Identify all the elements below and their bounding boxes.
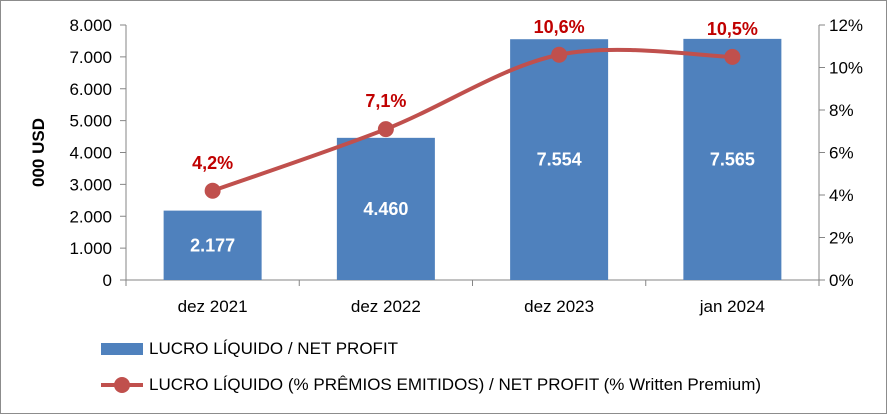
line-series-path [211, 47, 733, 193]
y-tick-label-left: 1.000 [69, 239, 112, 258]
bar-value-label: 4.460 [363, 199, 408, 219]
bar [336, 137, 435, 280]
bar-value-label: 2.177 [190, 235, 235, 255]
y-tick-label-left: 6.000 [69, 80, 112, 99]
line-point [204, 182, 221, 199]
line-value-label: 10,5% [707, 19, 758, 39]
y-tick-label-right: 12% [829, 16, 863, 35]
y-tick-label-left: 7.000 [69, 48, 112, 67]
bar-value-label: 7.554 [537, 150, 582, 170]
y-tick-label-left: 5.000 [69, 112, 112, 131]
bar [683, 38, 782, 280]
legend-bar-label: LUCRO LÍQUIDO / NET PROFIT [149, 339, 399, 358]
line-point [377, 121, 394, 138]
y-tick-label-right: 8% [829, 101, 854, 120]
x-tick-label: dez 2022 [351, 297, 421, 316]
x-tick-label: dez 2023 [524, 297, 594, 316]
y-tick-label-left: 2.000 [69, 207, 112, 226]
y-tick-label-right: 2% [829, 229, 854, 248]
legend-line-swatch [101, 377, 143, 393]
line-value-label: 10,6% [534, 17, 585, 37]
legend-item-line: LUCRO LÍQUIDO (% PRÊMIOS EMITIDOS) / NET… [101, 375, 761, 395]
y-tick-label-right: 6% [829, 144, 854, 163]
line-value-label: 7,1% [365, 91, 406, 111]
line-point [551, 46, 568, 63]
y-axis-title: 000 USD [29, 118, 48, 187]
y-tick-label-left: 4.000 [69, 144, 112, 163]
y-tick-label-right: 10% [829, 59, 863, 78]
bar [510, 39, 609, 281]
x-tick-label: jan 2024 [699, 297, 765, 316]
y-tick-label-right: 0% [829, 271, 854, 290]
y-tick-label-left: 8.000 [69, 16, 112, 35]
line-value-label: 4,2% [192, 153, 233, 173]
y-tick-label-left: 3.000 [69, 175, 112, 194]
line-point [724, 48, 741, 65]
legend-item-bar: LUCRO LÍQUIDO / NET PROFIT [101, 339, 398, 359]
y-tick-label-right: 4% [829, 186, 854, 205]
bar-value-label: 7.565 [710, 149, 755, 169]
bar [163, 210, 262, 280]
y-tick-label-left: 0 [103, 271, 112, 290]
x-tick-label: dez 2021 [178, 297, 248, 316]
legend-line-label: LUCRO LÍQUIDO (% PRÊMIOS EMITIDOS) / NET… [149, 375, 762, 394]
legend-bar-swatch [101, 343, 143, 355]
